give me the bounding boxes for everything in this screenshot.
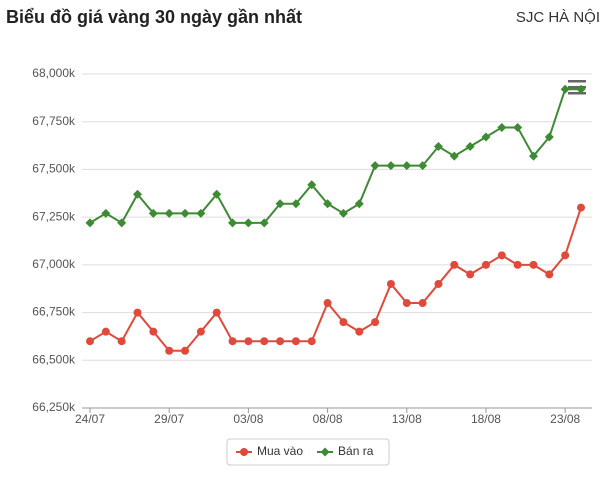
legend-box — [226, 438, 390, 466]
point — [164, 208, 174, 218]
point — [355, 327, 364, 336]
chart-title: Biểu đồ giá vàng 30 ngày gần nhất — [6, 7, 302, 27]
point — [228, 337, 237, 346]
point — [212, 308, 221, 317]
x-tick-label: 18/08 — [471, 412, 501, 426]
series-line — [89, 88, 581, 225]
y-tick-label: 67,250k — [32, 209, 76, 223]
point — [577, 203, 585, 212]
point — [481, 132, 491, 142]
point — [291, 199, 301, 209]
point — [86, 337, 94, 346]
point — [181, 346, 190, 355]
point — [418, 161, 428, 171]
point — [513, 122, 523, 132]
point — [339, 318, 348, 327]
point — [149, 327, 158, 336]
point — [386, 279, 395, 288]
y-tick-label: 66,500k — [32, 352, 76, 366]
point — [466, 270, 475, 279]
y-tick-label: 67,750k — [32, 114, 76, 128]
point — [307, 337, 316, 346]
point — [323, 299, 332, 308]
point — [196, 327, 205, 336]
point — [402, 161, 412, 171]
point — [561, 251, 570, 260]
point — [545, 270, 554, 279]
point — [275, 199, 285, 209]
legend-marker — [320, 447, 330, 457]
x-tick-label: 24/07 — [75, 412, 105, 426]
y-tick-label: 66,750k — [32, 305, 76, 319]
point — [544, 132, 554, 142]
point — [497, 122, 507, 132]
point — [101, 327, 110, 336]
y-tick-label: 67,500k — [32, 162, 76, 176]
point — [133, 308, 142, 317]
legend-marker — [240, 448, 248, 456]
point — [418, 299, 427, 308]
point — [133, 189, 143, 199]
legend-label: Bán ra — [338, 444, 374, 458]
x-tick-label: 13/08 — [392, 412, 422, 426]
point — [196, 208, 206, 218]
x-tick-label: 29/07 — [154, 412, 184, 426]
point — [291, 337, 300, 346]
point — [228, 218, 238, 228]
point — [338, 208, 348, 218]
point — [450, 260, 459, 269]
point — [260, 337, 269, 346]
point — [513, 260, 522, 269]
subtitle: SJC HÀ NỘI — [516, 9, 600, 26]
x-tick-label: 03/08 — [233, 412, 263, 426]
point — [307, 180, 317, 190]
point — [481, 260, 490, 269]
point — [165, 346, 174, 355]
x-tick-label: 08/08 — [313, 412, 343, 426]
point — [402, 299, 411, 308]
point — [465, 142, 475, 152]
point — [371, 318, 380, 327]
point — [354, 199, 364, 209]
point — [212, 189, 222, 199]
point — [243, 218, 253, 228]
point — [180, 208, 190, 218]
point — [117, 218, 127, 228]
y-tick-label: 67,000k — [32, 257, 76, 271]
point — [576, 84, 586, 94]
point — [117, 337, 126, 346]
point — [560, 84, 570, 94]
legend-item[interactable]: Bán ra — [317, 444, 374, 458]
menu-icon[interactable] — [568, 80, 586, 95]
point — [449, 151, 459, 161]
point — [244, 337, 253, 346]
point — [433, 142, 443, 152]
y-tick-label: 68,000k — [32, 66, 76, 80]
point — [323, 199, 333, 209]
point — [101, 208, 111, 218]
x-tick-label: 23/08 — [550, 412, 580, 426]
series-line — [89, 207, 582, 352]
legend-label: Mua vào — [257, 444, 303, 458]
point — [386, 161, 396, 171]
point — [497, 251, 506, 260]
point — [528, 151, 538, 161]
y-tick-label: 66,250k — [32, 400, 76, 414]
legend-item[interactable]: Mua vào — [236, 444, 303, 458]
point — [434, 279, 443, 288]
point — [259, 218, 269, 228]
point — [148, 208, 158, 218]
point — [370, 161, 380, 171]
point — [85, 218, 95, 228]
point — [276, 337, 285, 346]
point — [529, 260, 538, 269]
